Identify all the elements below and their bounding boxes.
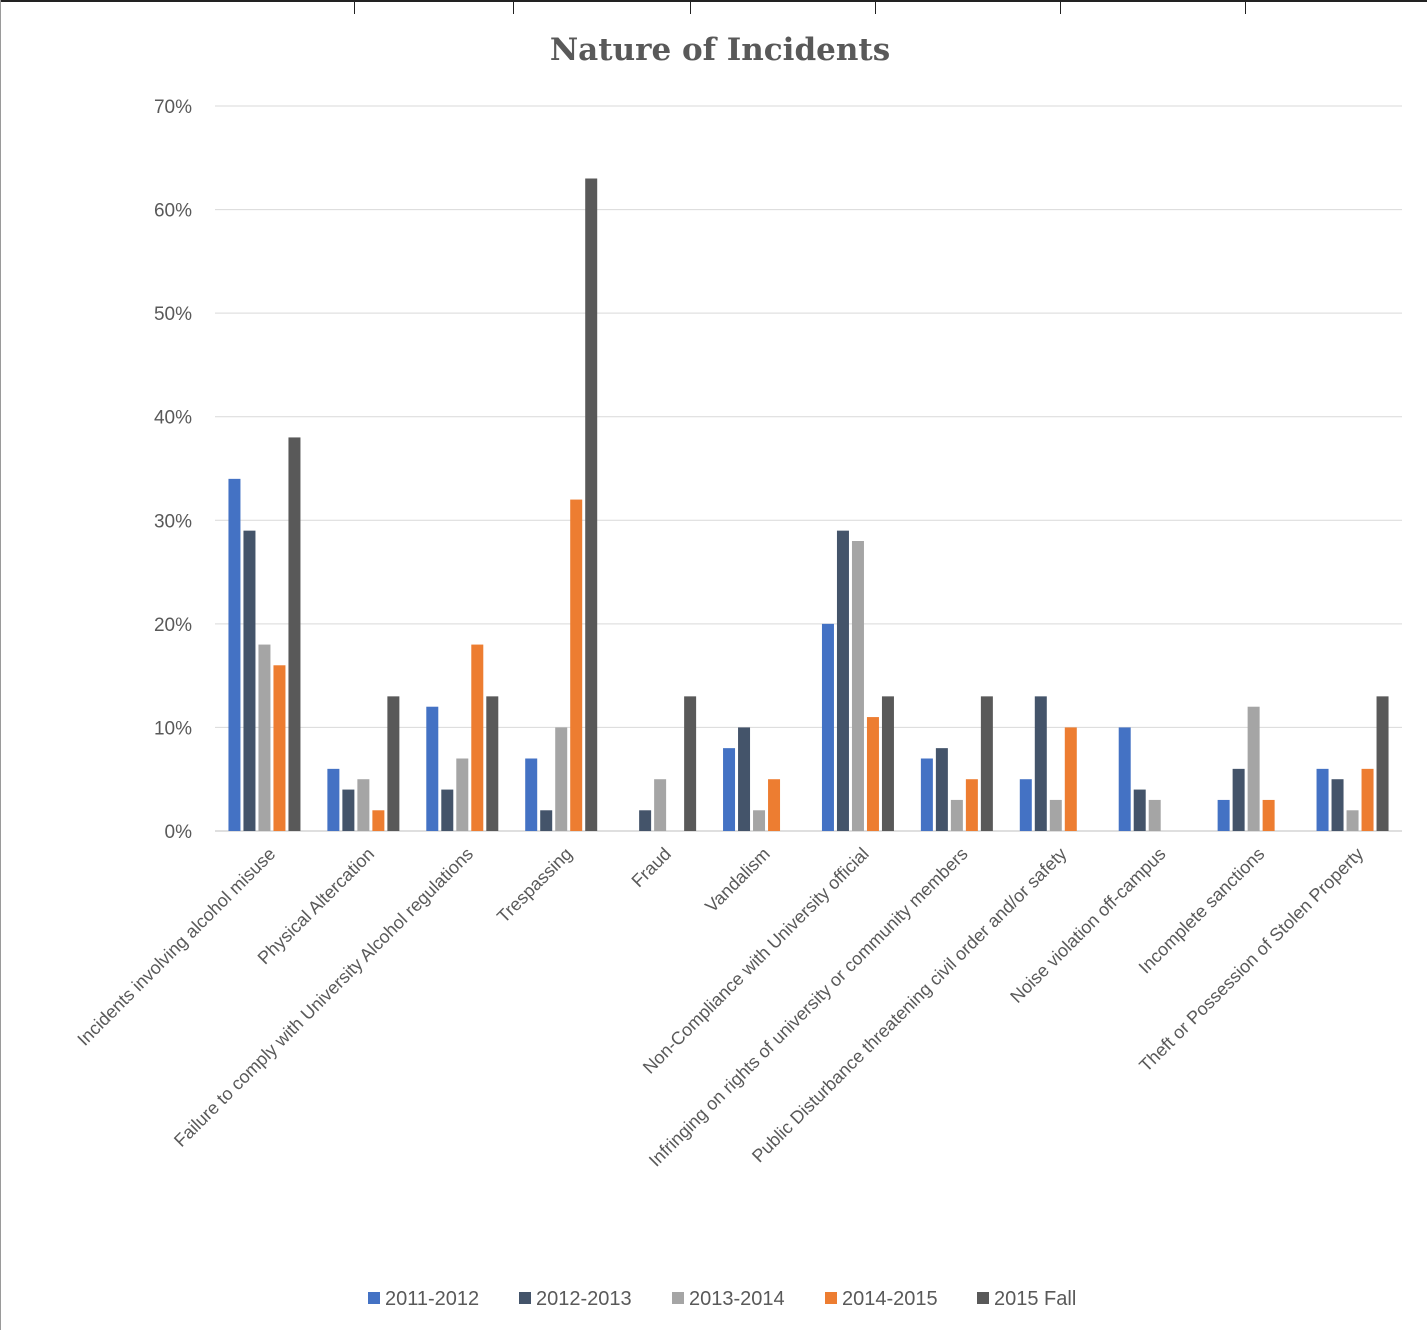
bar: [1346, 810, 1359, 831]
bar: [471, 644, 484, 831]
table-column-divider: [1245, 2, 1246, 14]
bar: [1232, 768, 1245, 831]
bar: [288, 437, 301, 831]
x-tick-label: Incidents involving alcohol misuse: [73, 844, 279, 1050]
bar: [357, 779, 370, 831]
y-tick-label: 30%: [154, 511, 192, 532]
bar: [525, 758, 538, 831]
bar: [851, 541, 864, 831]
gridlines: [215, 105, 1402, 832]
bar: [980, 696, 993, 831]
x-axis-tick-labels: Incidents involving alcohol misusePhysic…: [73, 844, 1367, 1171]
bar: [753, 810, 766, 831]
y-tick-label: 40%: [154, 408, 192, 429]
bar: [1019, 779, 1032, 831]
bar: [1331, 779, 1344, 831]
bar: [1316, 768, 1329, 831]
legend-label: 2014-2015: [842, 1288, 938, 1310]
bar: [821, 623, 834, 831]
bar: [1133, 789, 1146, 831]
bar: [243, 530, 256, 831]
bar: [585, 178, 598, 831]
bar: [1064, 727, 1077, 831]
bar: [965, 779, 978, 831]
bar: [1217, 799, 1230, 831]
bar: [950, 799, 963, 831]
bar: [1034, 696, 1047, 831]
x-tick-label: Fraud: [628, 844, 675, 891]
table-column-divider: [513, 2, 514, 14]
bar: [836, 530, 849, 831]
bar: [273, 665, 286, 831]
bar: [1118, 727, 1131, 831]
y-tick-label: 60%: [154, 201, 192, 222]
bar: [387, 696, 400, 831]
table-column-divider: [354, 2, 355, 14]
y-tick-label: 20%: [154, 615, 192, 636]
bar: [654, 779, 667, 831]
y-tick-label: 50%: [154, 304, 192, 325]
bar: [1247, 706, 1260, 831]
x-tick-label: Theft or Possession of Stolen Property: [1135, 844, 1367, 1076]
bar: [768, 779, 781, 831]
bar: [570, 499, 583, 831]
bar: [540, 810, 553, 831]
bar: [1361, 768, 1374, 831]
legend-label: 2015 Fall: [994, 1288, 1076, 1310]
bar: [486, 696, 499, 831]
y-axis-tick-labels: 0% 10% 20% 30% 40% 50% 60% 70%: [154, 97, 192, 843]
legend-label: 2013-2014: [689, 1288, 785, 1310]
legend-swatch: [977, 1292, 989, 1304]
bar: [1049, 799, 1062, 831]
bar: [456, 758, 469, 831]
y-tick-label: 0%: [165, 822, 193, 843]
legend-swatch: [825, 1292, 837, 1304]
page-left-border: [0, 0, 1, 1330]
bar: [372, 810, 385, 831]
bar: [228, 478, 241, 831]
x-tick-label: Trespassing: [493, 844, 576, 927]
bars: [228, 178, 1389, 831]
bar: [935, 748, 948, 831]
legend-label: 2011-2012: [385, 1288, 479, 1310]
bar: [881, 696, 894, 831]
x-tick-label: Non-Compliance with University official: [639, 844, 873, 1078]
bar: [1262, 799, 1275, 831]
page-top-border: [0, 0, 1427, 2]
y-tick-label: 10%: [154, 718, 192, 739]
bar: [1376, 696, 1389, 831]
bar: [738, 727, 751, 831]
table-column-divider: [690, 2, 691, 14]
chart-title: Nature of Incidents: [550, 32, 890, 68]
bar: [426, 706, 439, 831]
table-column-divider: [1060, 2, 1061, 14]
bar: [684, 696, 697, 831]
bar: [555, 727, 568, 831]
legend-label: 2012-2013: [536, 1288, 632, 1310]
bar: [639, 810, 652, 831]
bar: [1148, 799, 1161, 831]
legend-swatch: [368, 1292, 380, 1304]
legend-swatch: [672, 1292, 684, 1304]
bar: [920, 758, 933, 831]
bar: [342, 789, 355, 831]
bar: [441, 789, 454, 831]
y-tick-label: 70%: [154, 97, 192, 118]
x-tick-label: Vandalism: [701, 844, 774, 917]
legend: 2011-2012 2012-2013 2013-2014 2014-2015 2015…: [368, 1288, 1076, 1310]
bar: [866, 717, 879, 831]
table-column-divider: [875, 2, 876, 14]
bar: [723, 748, 736, 831]
legend-swatch: [519, 1292, 531, 1304]
bar: [258, 644, 271, 831]
bar: [327, 768, 340, 831]
